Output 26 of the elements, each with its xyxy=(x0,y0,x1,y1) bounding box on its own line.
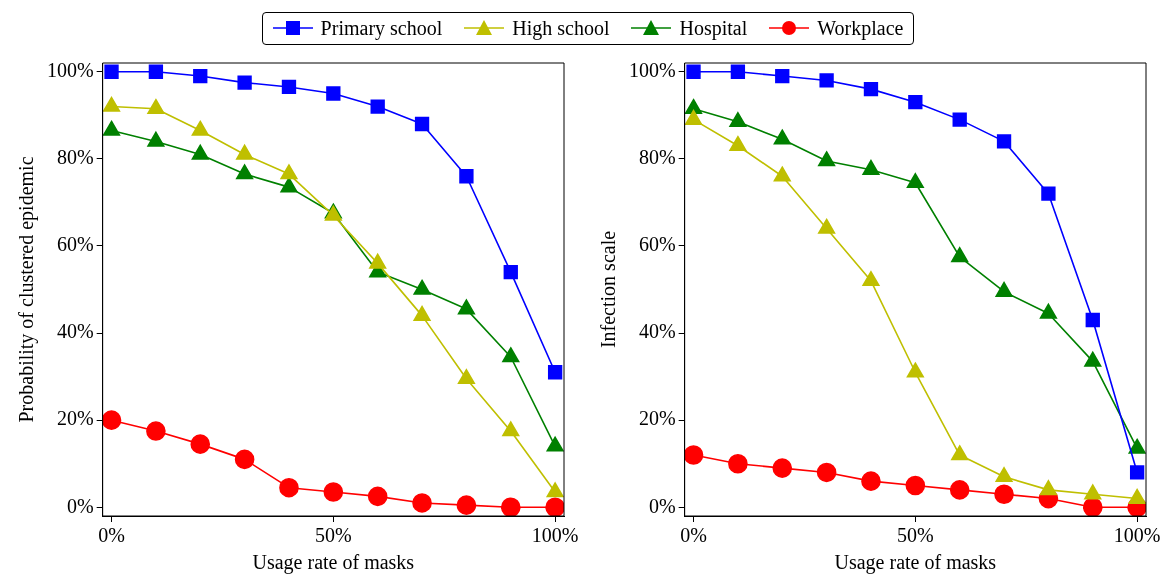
y-tick-label: 80% xyxy=(56,146,94,169)
y-tick-label: 100% xyxy=(628,58,676,81)
x-axis-title: Usage rate of masks xyxy=(252,551,415,575)
x-tick-label: 100% xyxy=(531,524,579,547)
x-tick-label: 50% xyxy=(314,524,352,547)
legend-label: High school xyxy=(512,16,610,40)
y-tick-label: 60% xyxy=(56,233,94,256)
legend-label: Hospital xyxy=(679,16,748,40)
x-tick-label: 100% xyxy=(1113,524,1161,547)
y-tick-label: 40% xyxy=(638,320,676,343)
y-tick-label: 60% xyxy=(638,233,676,256)
y-axis-title: Probability of clustered epidemic xyxy=(15,156,39,423)
y-tick-label: 100% xyxy=(46,58,94,81)
y-tick-label: 0% xyxy=(648,494,676,517)
x-tick-label: 0% xyxy=(680,524,707,547)
legend-label: Primary school xyxy=(320,16,443,40)
y-tick-label: 0% xyxy=(66,494,94,517)
y-tick-label: 20% xyxy=(638,407,676,430)
y-tick-label: 40% xyxy=(56,320,94,343)
x-tick-label: 50% xyxy=(896,524,934,547)
x-axis-title: Usage rate of masks xyxy=(834,551,997,575)
y-tick-label: 80% xyxy=(638,146,676,169)
y-axis-title: Infection scale xyxy=(597,230,620,349)
y-tick-label: 20% xyxy=(56,407,94,430)
legend-label: Workplace xyxy=(817,16,904,40)
x-tick-label: 0% xyxy=(98,524,125,547)
